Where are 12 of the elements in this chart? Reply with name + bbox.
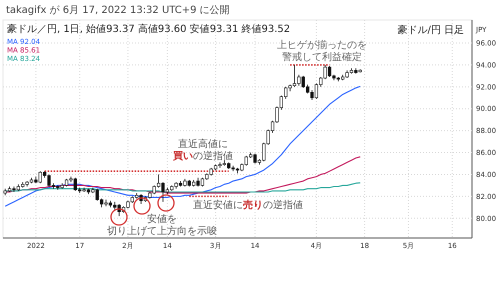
chart-subtitle: 豪ドル／円, 1日, 始値93.37 高値93.60 安値93.31 終値93.52 — [7, 23, 290, 35]
text: takagifx が 6月 17, 2022 13:32 UTC+9 に公開 — [6, 4, 230, 16]
candlestick — [47, 174, 51, 187]
annotation: 直近安値に売りの逆指値 — [193, 199, 303, 211]
line-series — [4, 182, 361, 193]
annotation: 安値を切り上げて上方向を示唆 — [107, 213, 217, 237]
text: 豪ドル/円 日足 — [397, 24, 464, 36]
annotation: 上ヒゲが揃ったのを警戒して利益確定 — [277, 39, 367, 63]
candlestick — [161, 182, 165, 202]
annotation: 直近高値に買いの逆指値 — [172, 138, 233, 162]
candlestick — [292, 64, 296, 88]
candlestick — [297, 74, 301, 86]
